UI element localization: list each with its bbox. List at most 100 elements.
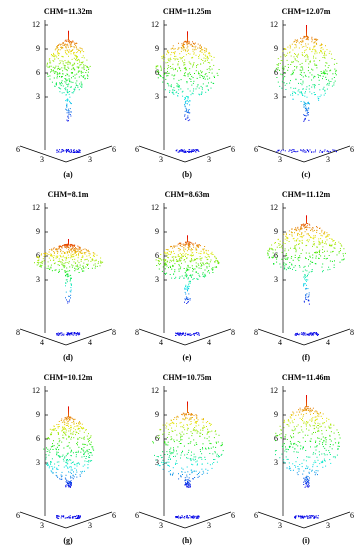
point	[284, 68, 285, 69]
point	[307, 97, 308, 98]
point	[59, 456, 60, 457]
point	[51, 265, 52, 266]
point	[60, 69, 61, 70]
point	[173, 456, 174, 457]
panel: CHM=11.12m129638448(f)	[254, 190, 354, 362]
point	[77, 246, 78, 247]
point	[68, 47, 69, 48]
point	[88, 67, 89, 68]
point	[324, 72, 325, 73]
point	[76, 423, 77, 424]
point	[326, 442, 327, 443]
point	[164, 432, 165, 433]
point	[78, 68, 79, 69]
point	[177, 517, 178, 518]
point	[316, 226, 317, 227]
point	[288, 257, 289, 258]
point	[319, 84, 320, 85]
point	[71, 463, 72, 464]
point	[71, 451, 72, 452]
point	[186, 303, 187, 304]
point	[307, 57, 308, 58]
point	[184, 288, 185, 289]
point	[73, 53, 74, 54]
point	[278, 67, 279, 68]
point	[73, 254, 74, 255]
floor-tick-label: 4	[159, 338, 163, 347]
point	[207, 263, 208, 264]
panel-title: CHM=11.12m	[282, 190, 331, 199]
point	[76, 477, 77, 478]
point	[308, 297, 309, 298]
point	[62, 430, 63, 431]
point	[70, 246, 71, 247]
point	[200, 259, 201, 260]
point	[54, 78, 55, 79]
point	[65, 486, 66, 487]
point	[81, 64, 82, 65]
point	[294, 451, 295, 452]
panel-caption: (d)	[63, 353, 73, 362]
point	[191, 464, 192, 465]
point	[305, 408, 306, 409]
point	[69, 80, 70, 81]
point	[191, 94, 192, 95]
point	[62, 437, 63, 438]
point	[192, 275, 193, 276]
point	[208, 89, 209, 90]
point	[77, 151, 78, 152]
point	[181, 263, 182, 264]
point	[293, 88, 294, 89]
point	[174, 246, 175, 247]
point	[79, 62, 80, 63]
point	[328, 151, 329, 152]
point	[307, 47, 308, 48]
point	[296, 66, 297, 67]
point	[83, 76, 84, 77]
point	[191, 249, 192, 250]
point	[296, 250, 297, 251]
point	[309, 253, 310, 254]
point	[67, 44, 68, 45]
point	[64, 424, 65, 425]
point	[215, 260, 216, 261]
point	[175, 456, 176, 457]
point	[317, 445, 318, 446]
point	[72, 267, 73, 268]
point	[169, 466, 170, 467]
point	[342, 259, 343, 260]
point	[208, 447, 209, 448]
point	[332, 244, 333, 245]
point	[171, 68, 172, 69]
point	[56, 84, 57, 85]
point	[310, 446, 311, 447]
point	[72, 72, 73, 73]
point	[309, 292, 310, 293]
point	[187, 151, 188, 152]
point	[190, 267, 191, 268]
point	[64, 458, 65, 459]
point	[164, 263, 165, 264]
point	[86, 264, 87, 265]
point	[173, 58, 174, 59]
point	[79, 421, 80, 422]
point	[70, 295, 71, 296]
point	[174, 271, 175, 272]
point	[47, 63, 48, 64]
point	[173, 69, 174, 70]
point	[308, 266, 309, 267]
point	[55, 270, 56, 271]
point	[297, 228, 298, 229]
point	[50, 79, 51, 80]
point	[308, 234, 309, 235]
point	[74, 250, 75, 251]
point	[194, 460, 195, 461]
point	[196, 252, 197, 253]
point	[88, 433, 89, 434]
point	[343, 253, 344, 254]
floor-tick-label: 4	[207, 338, 211, 347]
point	[62, 472, 63, 473]
point	[305, 75, 306, 76]
point	[202, 249, 203, 250]
point	[304, 93, 305, 94]
